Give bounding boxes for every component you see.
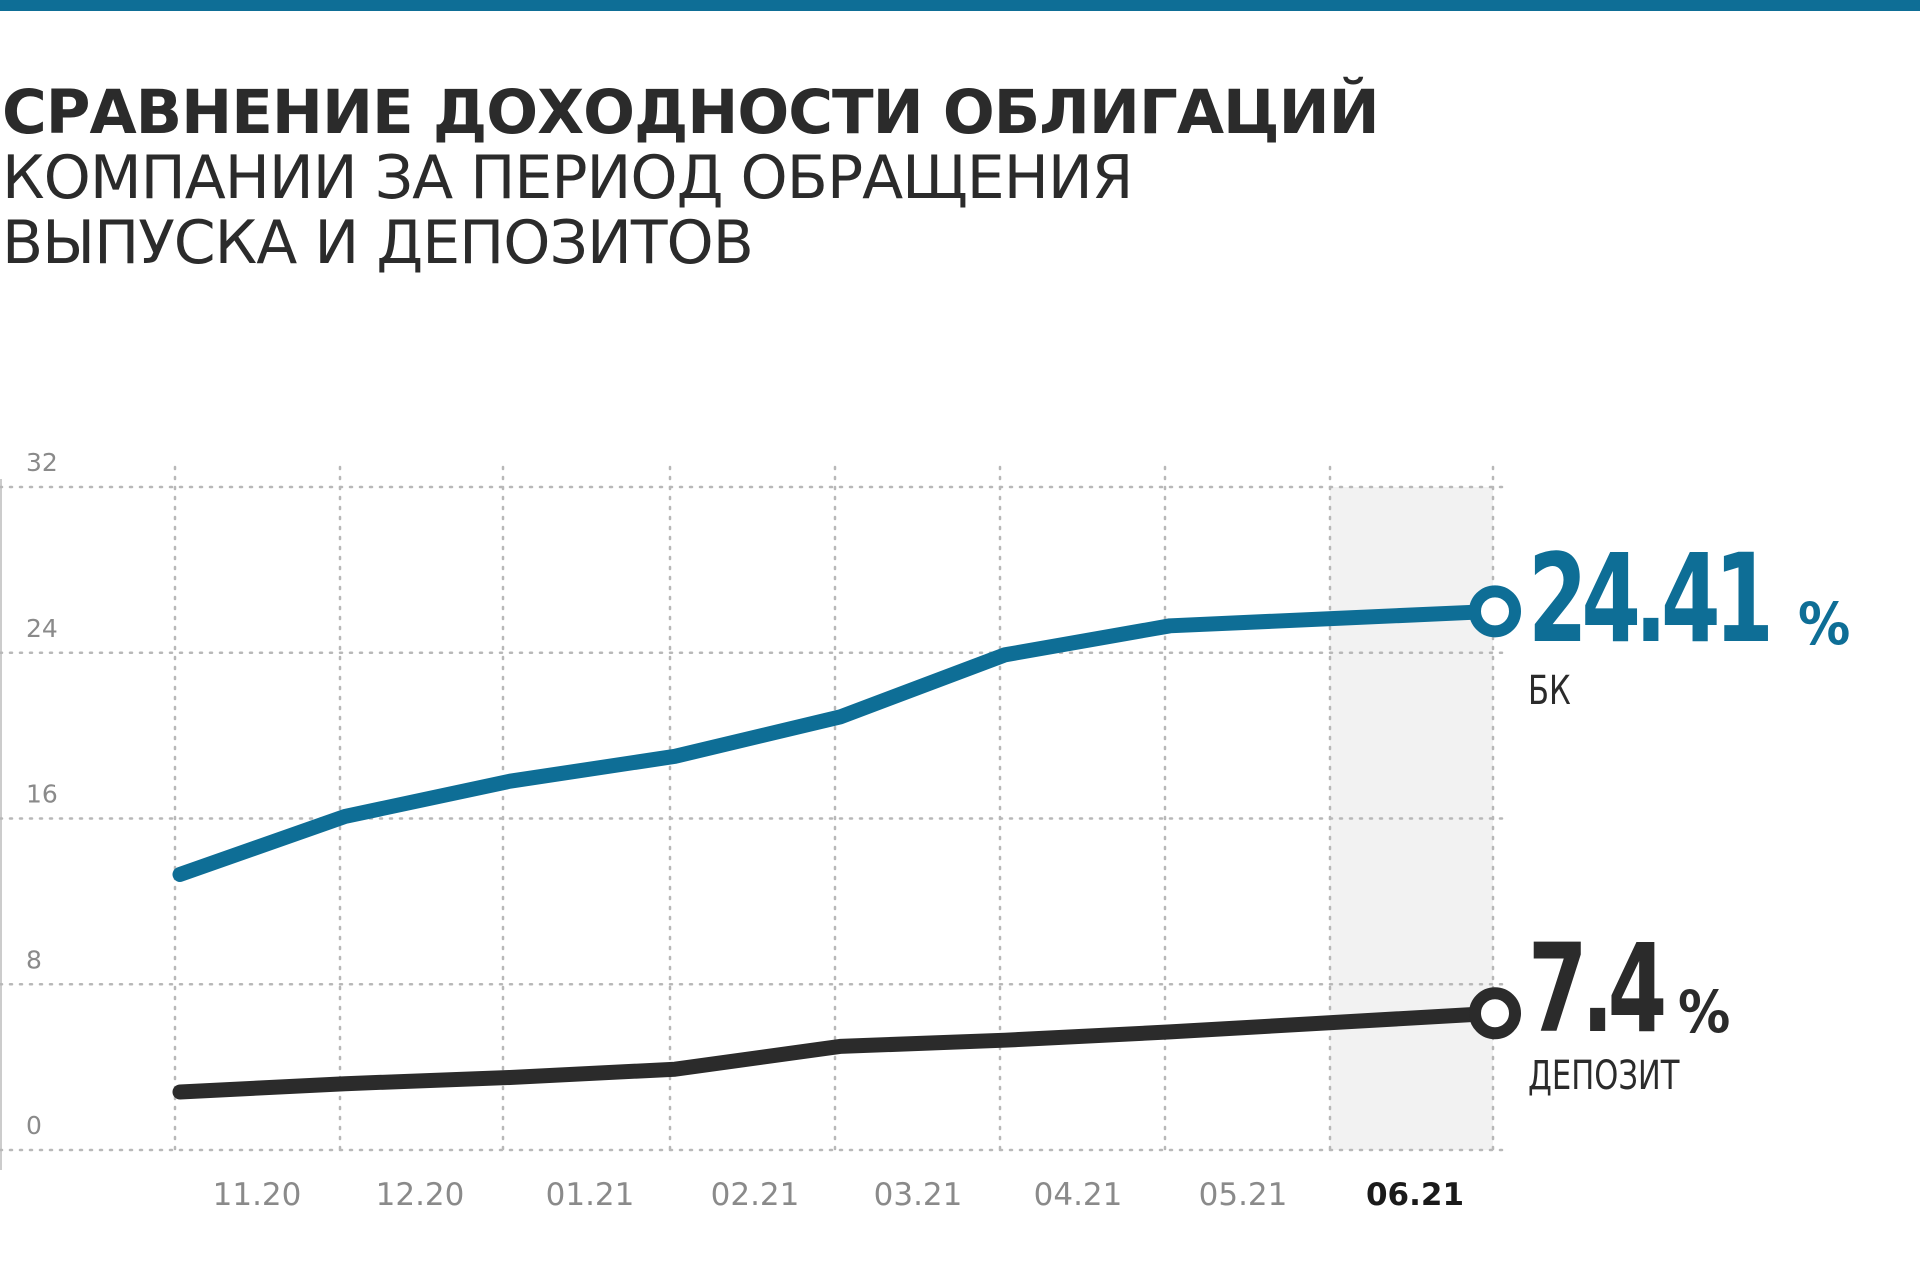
y-tick-label: 16 <box>26 780 58 809</box>
deposit-last-value-label: 7.4 <box>1528 918 1667 1060</box>
series-line-deposit <box>172 1005 1503 1100</box>
x-tick-label: 03.21 <box>874 1177 963 1213</box>
y-tick-label: 24 <box>26 614 58 643</box>
deposit-last-value: 7.4 <box>1528 918 1667 1060</box>
series-line-bk <box>172 603 1503 882</box>
deposit-unit: % <box>1678 978 1730 1046</box>
bk-last-value: 24.41 <box>1528 528 1774 670</box>
x-tick-label: 06.21 <box>1366 1177 1464 1213</box>
y-tick-label: 32 <box>26 448 58 477</box>
deposit-series-name-text: ДЕПОЗИТ <box>1528 1053 1680 1099</box>
top-accent-bar <box>0 0 1920 11</box>
y-tick-label: 8 <box>26 945 42 974</box>
x-tick-label: 05.21 <box>1199 1177 1288 1213</box>
x-tick-label: 04.21 <box>1034 1177 1123 1213</box>
bk-unit: % <box>1798 590 1850 658</box>
x-tick-label: 02.21 <box>711 1177 800 1213</box>
title-line-3: ВЫПУСКА И ДЕПОЗИТОВ <box>2 208 754 278</box>
chart-title: СРАВНЕНИЕ ДОХОДНОСТИ ОБЛИГАЦИЙ КОМПАНИИ … <box>2 77 1380 278</box>
x-tick-label: 01.21 <box>546 1177 635 1213</box>
series-end-marker <box>1469 585 1521 638</box>
bk-last-value-label: 24.41 <box>1528 528 1774 670</box>
title-line-2: КОМПАНИИ ЗА ПЕРИОД ОБРАЩЕНИЯ <box>2 143 1133 213</box>
y-tick-label: 0 <box>26 1111 42 1140</box>
bk-series-name-text: БК <box>1528 668 1571 714</box>
deposit-series-name: ДЕПОЗИТ <box>1528 1053 1679 1099</box>
deposit-unit-text: % <box>1678 978 1731 1046</box>
x-tick-label: 12.20 <box>376 1177 465 1213</box>
series-end-marker <box>1469 987 1521 1040</box>
bk-unit-text: % <box>1798 590 1851 658</box>
title-line-bold: СРАВНЕНИЕ ДОХОДНОСТИ ОБЛИГАЦИЙ <box>2 77 1380 148</box>
bk-series-name: БК <box>1528 668 1571 714</box>
x-tick-label: 11.20 <box>213 1177 302 1213</box>
